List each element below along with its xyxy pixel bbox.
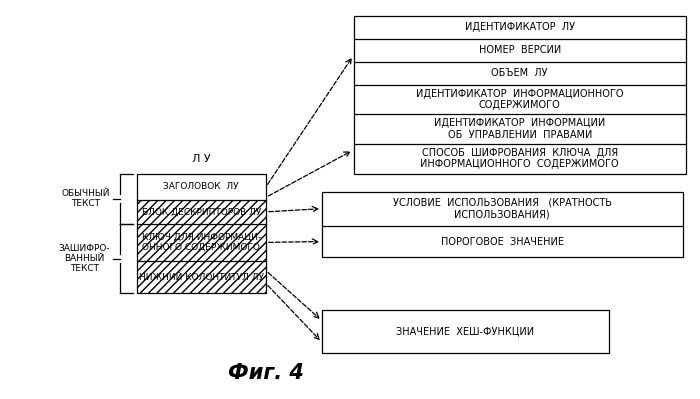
Text: ПОРОГОВОЕ  ЗНАЧЕНИЕ: ПОРОГОВОЕ ЗНАЧЕНИЕ bbox=[441, 237, 564, 247]
Text: НОМЕР  ВЕРСИИ: НОМЕР ВЕРСИИ bbox=[479, 45, 561, 55]
Text: ЗНАЧЕНИЕ  ХЕШ-ФУНКЦИИ: ЗНАЧЕНИЕ ХЕШ-ФУНКЦИИ bbox=[396, 326, 535, 337]
Text: БЛОК ДЕСКРИПТОРОВ ЛУ: БЛОК ДЕСКРИПТОРОВ ЛУ bbox=[141, 207, 261, 216]
Bar bbox=[354, 16, 686, 174]
Text: ОБЪЕМ  ЛУ: ОБЪЕМ ЛУ bbox=[491, 68, 548, 78]
Text: ИДЕНТИФИКАТОР  ИНФОРМАЦИОННОГО
СОДЕРЖИМОГО: ИДЕНТИФИКАТОР ИНФОРМАЦИОННОГО СОДЕРЖИМОГ… bbox=[416, 89, 624, 110]
Text: УСЛОВИЕ  ИСПОЛЬЗОВАНИЯ   (КРАТНОСТЬ
ИСПОЛЬЗОВАНИЯ): УСЛОВИЕ ИСПОЛЬЗОВАНИЯ (КРАТНОСТЬ ИСПОЛЬЗ… bbox=[393, 198, 612, 219]
Text: ИДЕНТИФИКАТОР  ЛУ: ИДЕНТИФИКАТОР ЛУ bbox=[465, 22, 575, 32]
Text: ИДЕНТИФИКАТОР  ИНФОРМАЦИИ
ОБ  УПРАВЛЕНИИ  ПРАВАМИ: ИДЕНТИФИКАТОР ИНФОРМАЦИИ ОБ УПРАВЛЕНИИ П… bbox=[434, 118, 606, 140]
Text: Фиг. 4: Фиг. 4 bbox=[228, 363, 304, 383]
Bar bbox=[136, 200, 266, 224]
Text: ЗАГОЛОВОК  ЛУ: ЗАГОЛОВОК ЛУ bbox=[163, 182, 239, 191]
Text: ОБЫЧНЫЙ
ТЕКСТ: ОБЫЧНЫЙ ТЕКСТ bbox=[62, 189, 110, 208]
Text: СПОСОБ  ШИФРОВАНИЯ  КЛЮЧА  ДЛЯ
ИНФОРМАЦИОННОГО  СОДЕРЖИМОГО: СПОСОБ ШИФРОВАНИЯ КЛЮЧА ДЛЯ ИНФОРМАЦИОНН… bbox=[421, 148, 619, 170]
Text: КЛЮЧ ДЛЯ ИНФОРМАЦИ-
ОННОГО СОДЕРЖИМОГО: КЛЮЧ ДЛЯ ИНФОРМАЦИ- ОННОГО СОДЕРЖИМОГО bbox=[141, 233, 261, 252]
Text: Л У: Л У bbox=[192, 154, 211, 164]
Bar bbox=[322, 310, 609, 353]
Bar bbox=[322, 192, 682, 257]
Bar bbox=[136, 224, 266, 261]
Text: НИЖНИЙ КОЛОНТИТУЛ ЛУ: НИЖНИЙ КОЛОНТИТУЛ ЛУ bbox=[139, 273, 264, 282]
Bar bbox=[136, 174, 266, 293]
Text: ЗАШИФРО-
ВАННЫЙ
ТЕКСТ: ЗАШИФРО- ВАННЫЙ ТЕКСТ bbox=[58, 244, 110, 273]
Bar bbox=[136, 261, 266, 293]
